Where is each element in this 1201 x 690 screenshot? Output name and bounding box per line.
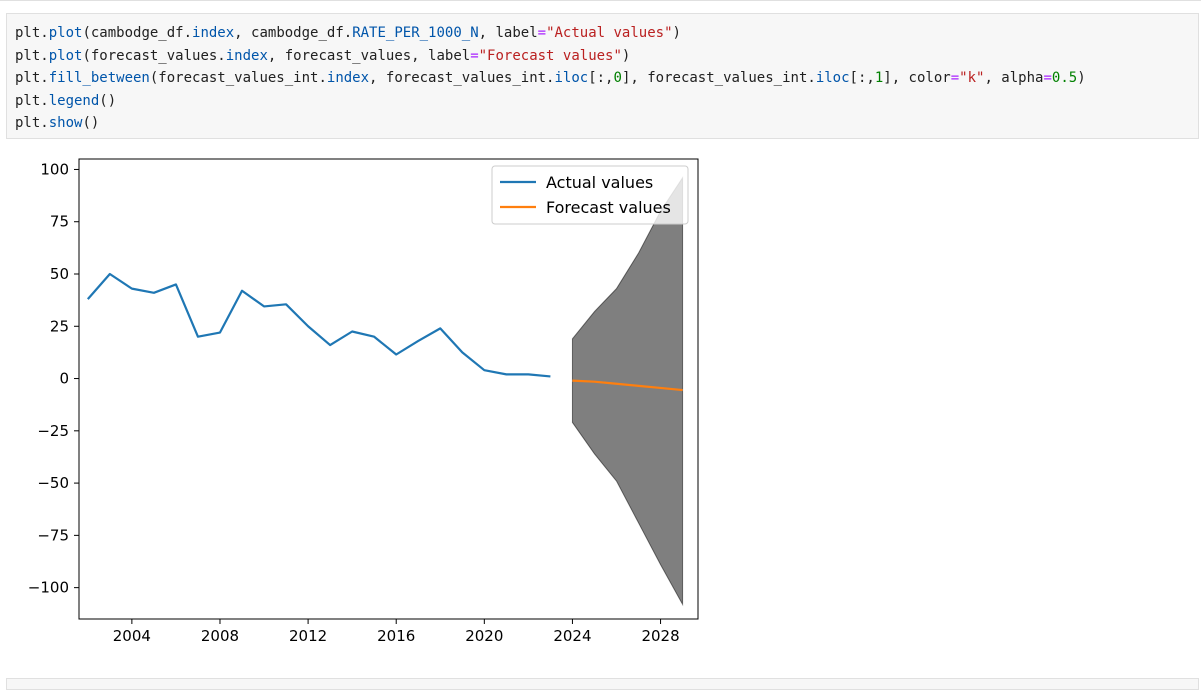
code-line: plt.plot(cambodge_df.index, cambodge_df.… xyxy=(15,22,1086,45)
code-token: = xyxy=(470,47,479,64)
y-tick-label: 100 xyxy=(40,160,69,178)
code-token: [:, xyxy=(588,70,614,86)
code-token: ], forecast_values_int. xyxy=(621,70,816,86)
cell-output: 2004 2008 2012 2016 2020 2024 2028 100 75 50 25 0 −2… xyxy=(0,140,1201,678)
code-token: = xyxy=(537,25,547,41)
code-token: show xyxy=(48,115,83,131)
code-token: "Actual values" xyxy=(546,25,673,41)
code-token: plt. xyxy=(15,70,49,86)
y-tick-label: −25 xyxy=(37,422,69,440)
code-line: plt.plot(forecast_values.index, forecast… xyxy=(15,45,1086,68)
code-token: index xyxy=(192,25,235,41)
code-editor[interactable]: plt.plot(cambodge_df.index, cambodge_df.… xyxy=(15,22,1086,135)
code-token: plt. xyxy=(15,25,49,41)
next-code-cell[interactable] xyxy=(6,678,1199,690)
code-token: iloc xyxy=(554,70,589,86)
forecast-values-line xyxy=(572,379,683,392)
code-token: (forecast_values_int. xyxy=(149,70,327,86)
y-tick-label: 75 xyxy=(50,213,69,231)
code-token: = xyxy=(1043,70,1052,86)
code-token: plt. xyxy=(15,92,49,109)
code-token: , alpha xyxy=(984,70,1044,86)
code-token: legend xyxy=(48,92,100,109)
code-token: , cambodge_df. xyxy=(234,25,353,41)
code-token: fill_between xyxy=(48,70,150,86)
code-token: plt. xyxy=(15,47,49,64)
code-token: () xyxy=(99,92,117,109)
code-token: (cambodge_df. xyxy=(82,25,193,41)
code-token: [:, xyxy=(849,70,875,86)
legend-forecast-label: Forecast values xyxy=(546,198,671,217)
code-token: iloc xyxy=(815,70,850,86)
y-tick-label: 0 xyxy=(59,370,69,388)
code-token: 0 xyxy=(613,70,622,86)
code-token: index xyxy=(225,47,268,64)
x-tick-label: 2004 xyxy=(113,627,151,645)
code-token: "Forecast values" xyxy=(478,47,622,64)
code-token: , label xyxy=(478,25,538,41)
x-tick-label: 2028 xyxy=(641,627,679,645)
code-line: plt.fill_between(forecast_values_int.ind… xyxy=(15,67,1086,90)
x-tick-label: 2008 xyxy=(201,627,239,645)
code-token: , forecast_values, label xyxy=(267,47,471,64)
code-token: , forecast_values_int. xyxy=(369,70,555,86)
actual-values-line xyxy=(86,272,551,378)
code-token: RATE_PER_1000_N xyxy=(352,25,479,41)
code-token: plot xyxy=(48,47,83,64)
legend-box xyxy=(491,165,689,225)
code-token: 1 xyxy=(874,70,884,86)
x-tick-label: 2012 xyxy=(289,627,327,645)
confidence-interval-band xyxy=(571,176,684,607)
code-token: 0.5 xyxy=(1051,70,1078,86)
y-tick-label: 25 xyxy=(50,317,69,335)
code-token: (forecast_values. xyxy=(82,47,226,64)
y-tick-label: −50 xyxy=(37,474,69,492)
x-tick-label: 2020 xyxy=(465,627,503,645)
code-token: index xyxy=(326,70,370,86)
line-chart: 2004 2008 2012 2016 2020 2024 2028 100 75 50 25 0 −2… xyxy=(28,158,699,645)
x-tick-label: 2016 xyxy=(377,627,415,645)
y-tick-label: −75 xyxy=(37,526,69,544)
code-token: "k" xyxy=(959,70,985,86)
code-token: ) xyxy=(1077,70,1086,86)
code-token: = xyxy=(950,70,960,86)
code-token: plt. xyxy=(15,115,49,131)
code-cell[interactable]: plt.plot(cambodge_df.index, cambodge_df.… xyxy=(6,13,1199,139)
code-token: ) xyxy=(621,47,631,64)
code-line: plt.legend() xyxy=(15,90,1086,113)
y-tick-label: −100 xyxy=(28,579,69,597)
y-tick-label: 50 xyxy=(50,265,69,283)
code-line: plt.show() xyxy=(15,112,1086,135)
code-token: () xyxy=(82,115,100,131)
top-divider xyxy=(0,0,1201,1)
x-tick-label: 2024 xyxy=(553,627,591,645)
code-token: ], color xyxy=(883,70,951,86)
plot-frame xyxy=(78,158,699,620)
code-token: ) xyxy=(672,25,681,41)
legend-actual-label: Actual values xyxy=(546,173,653,192)
code-token: plot xyxy=(48,25,83,41)
